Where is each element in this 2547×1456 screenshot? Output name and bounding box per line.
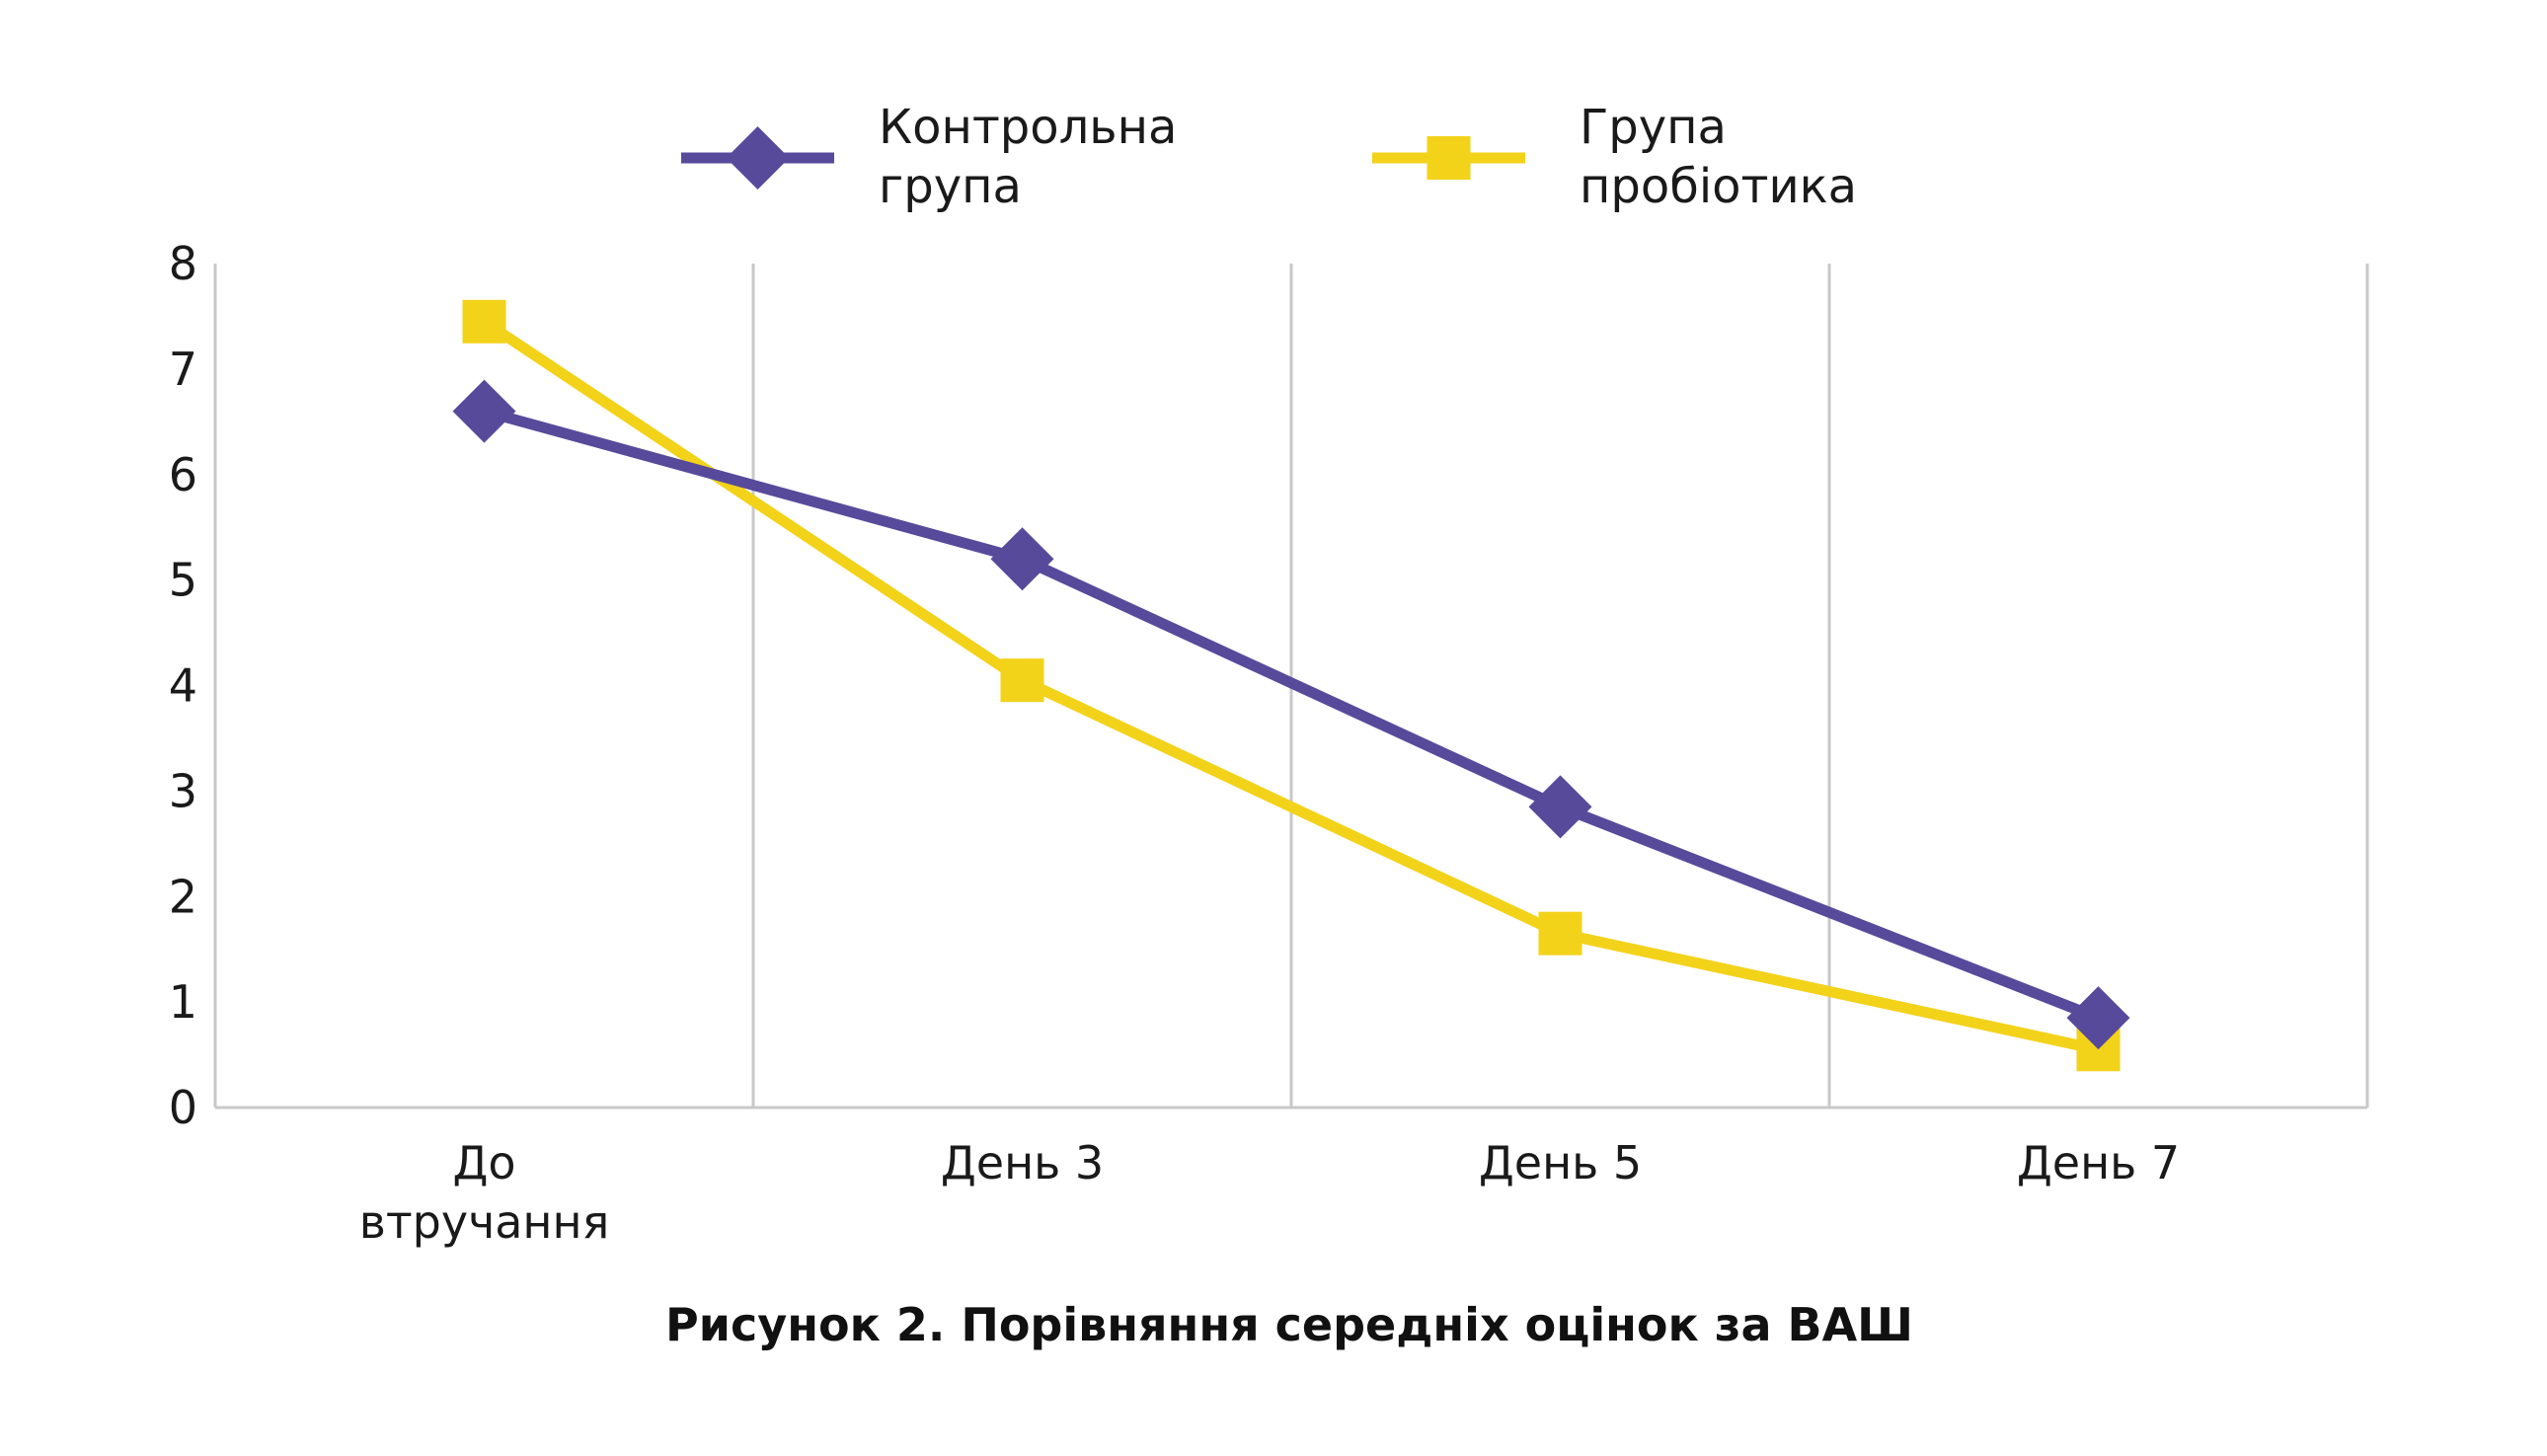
data-point-probiotic: [1538, 911, 1582, 956]
axis-layer: 0 1 2 3 4 5 6 7 8 До втручання День 3 День 5 День 7: [169, 237, 2367, 1249]
y-tick-label: 5: [169, 554, 197, 607]
legend-label: Група пробіотика: [1580, 100, 1857, 214]
series-layer: [452, 299, 2130, 1072]
data-point-control: [990, 527, 1054, 591]
data-point-probiotic: [1000, 658, 1044, 703]
legend: Контрольна група Група пробіотика: [681, 100, 1857, 214]
series-line-probiotic: [481, 317, 2100, 1055]
y-tick-label: 2: [169, 870, 197, 923]
y-tick-label: 7: [169, 343, 197, 396]
legend-marker: [726, 126, 790, 190]
data-point-control: [452, 379, 516, 443]
legend-label: Контрольна група: [879, 100, 1177, 214]
x-tick-label: День 7: [2017, 1136, 2180, 1189]
y-tick-label: 0: [169, 1081, 197, 1134]
series-line-control: [483, 406, 2101, 1024]
data-point-control: [1528, 775, 1592, 839]
y-tick-label: 8: [169, 237, 197, 290]
y-tick-label: 6: [169, 448, 197, 501]
x-tick-label: День 3: [941, 1136, 1104, 1189]
chart-title: Рисунок 2. Порівняння середніх оцінок за…: [665, 1298, 1913, 1351]
legend-marker: [1427, 136, 1471, 180]
y-tick-label: 1: [169, 975, 197, 1029]
y-tick-label: 4: [169, 659, 197, 713]
data-point-probiotic: [462, 299, 506, 344]
y-tick-label: 3: [169, 764, 197, 817]
x-tick-label: До втручання: [359, 1136, 610, 1249]
x-tick-label: День 5: [1479, 1136, 1642, 1189]
data-point-control: [2066, 986, 2130, 1050]
